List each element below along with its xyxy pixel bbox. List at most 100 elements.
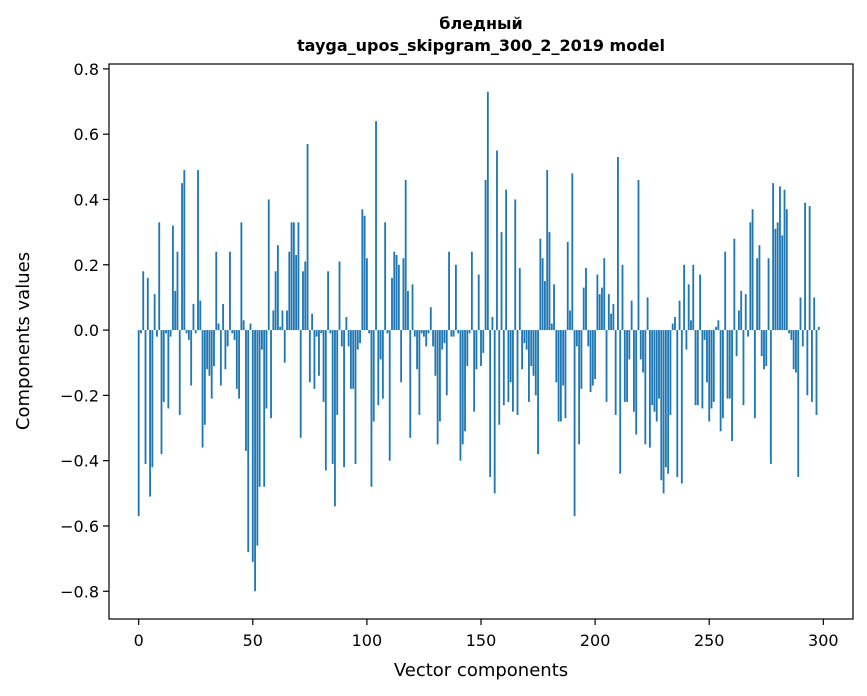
- bar: [728, 330, 731, 399]
- bar: [648, 330, 651, 448]
- bar: [751, 209, 754, 331]
- bar: [555, 330, 558, 383]
- bar: [808, 206, 811, 331]
- bar: [343, 330, 345, 468]
- bar: [496, 150, 498, 331]
- bar: [774, 228, 777, 331]
- x-tick-label: 0: [134, 631, 144, 650]
- bar: [639, 330, 642, 360]
- bar: [274, 271, 277, 331]
- bar: [475, 330, 478, 370]
- chart-title-line1: бледный: [439, 14, 522, 33]
- bar: [813, 297, 816, 331]
- bar: [694, 330, 697, 406]
- bar: [375, 121, 377, 331]
- bar: [580, 330, 583, 389]
- bar: [407, 290, 409, 331]
- bar: [452, 330, 455, 337]
- bar: [393, 251, 396, 331]
- bar: [286, 310, 288, 331]
- bar: [418, 330, 421, 415]
- bar: [427, 330, 430, 334]
- bar: [792, 330, 795, 370]
- bar: [176, 251, 179, 331]
- bar: [685, 330, 688, 350]
- bar: [233, 330, 236, 340]
- bar: [489, 330, 492, 477]
- bar: [400, 330, 403, 383]
- bar: [680, 330, 683, 484]
- bar: [450, 330, 453, 337]
- bar: [699, 274, 702, 331]
- bar: [238, 330, 240, 399]
- bar: [756, 258, 759, 331]
- bar: [708, 330, 711, 422]
- bar: [356, 330, 359, 350]
- bar: [270, 330, 272, 419]
- bar: [696, 330, 699, 406]
- bar: [749, 222, 752, 331]
- bar: [562, 330, 565, 386]
- bar: [630, 300, 633, 331]
- bar: [331, 330, 334, 464]
- bar: [715, 326, 717, 331]
- bar: [742, 330, 745, 406]
- bar: [473, 330, 476, 412]
- bar: [466, 330, 469, 366]
- bar: [605, 330, 608, 402]
- bar: [245, 330, 247, 451]
- bar: [676, 330, 679, 477]
- bar: [338, 261, 341, 331]
- bar: [804, 202, 806, 331]
- bar: [448, 251, 450, 331]
- bar: [454, 264, 457, 331]
- bar: [249, 323, 252, 331]
- x-tick-label: 50: [243, 631, 263, 650]
- bar: [329, 330, 332, 334]
- bar: [692, 264, 695, 331]
- bar: [763, 330, 765, 370]
- bar: [671, 323, 674, 331]
- bar: [550, 323, 553, 331]
- bar: [203, 330, 206, 425]
- bar: [589, 330, 592, 393]
- bar: [733, 238, 736, 331]
- bar: [199, 300, 202, 331]
- bar: [384, 222, 387, 331]
- bar: [363, 215, 366, 331]
- bar: [192, 303, 195, 331]
- bar: [224, 330, 227, 370]
- bar: [785, 209, 788, 331]
- bar: [261, 330, 263, 350]
- bar: [541, 258, 544, 331]
- bar: [628, 330, 631, 360]
- bar: [626, 330, 628, 402]
- bar: [404, 179, 407, 331]
- bar: [772, 183, 775, 331]
- bar: [760, 330, 763, 357]
- bar: [388, 330, 391, 461]
- bar: [578, 330, 581, 445]
- bar: [769, 330, 772, 464]
- bar: [181, 183, 183, 331]
- bar: [153, 294, 156, 331]
- bar: [591, 330, 594, 386]
- bar: [416, 330, 419, 370]
- bar: [320, 330, 323, 334]
- bar: [637, 179, 640, 331]
- bar: [703, 330, 706, 340]
- bar: [655, 330, 658, 422]
- bar: [210, 330, 213, 399]
- bar: [206, 330, 209, 370]
- bar: [295, 254, 298, 331]
- y-tick-label: 0.2: [74, 256, 99, 275]
- bar: [297, 222, 300, 331]
- bar: [566, 241, 569, 331]
- x-axis-label: Vector components: [394, 660, 568, 681]
- bar: [811, 330, 813, 402]
- bar: [288, 251, 291, 331]
- bar: [322, 330, 325, 402]
- bar: [256, 330, 259, 546]
- bar: [411, 284, 414, 331]
- bar: [347, 330, 350, 347]
